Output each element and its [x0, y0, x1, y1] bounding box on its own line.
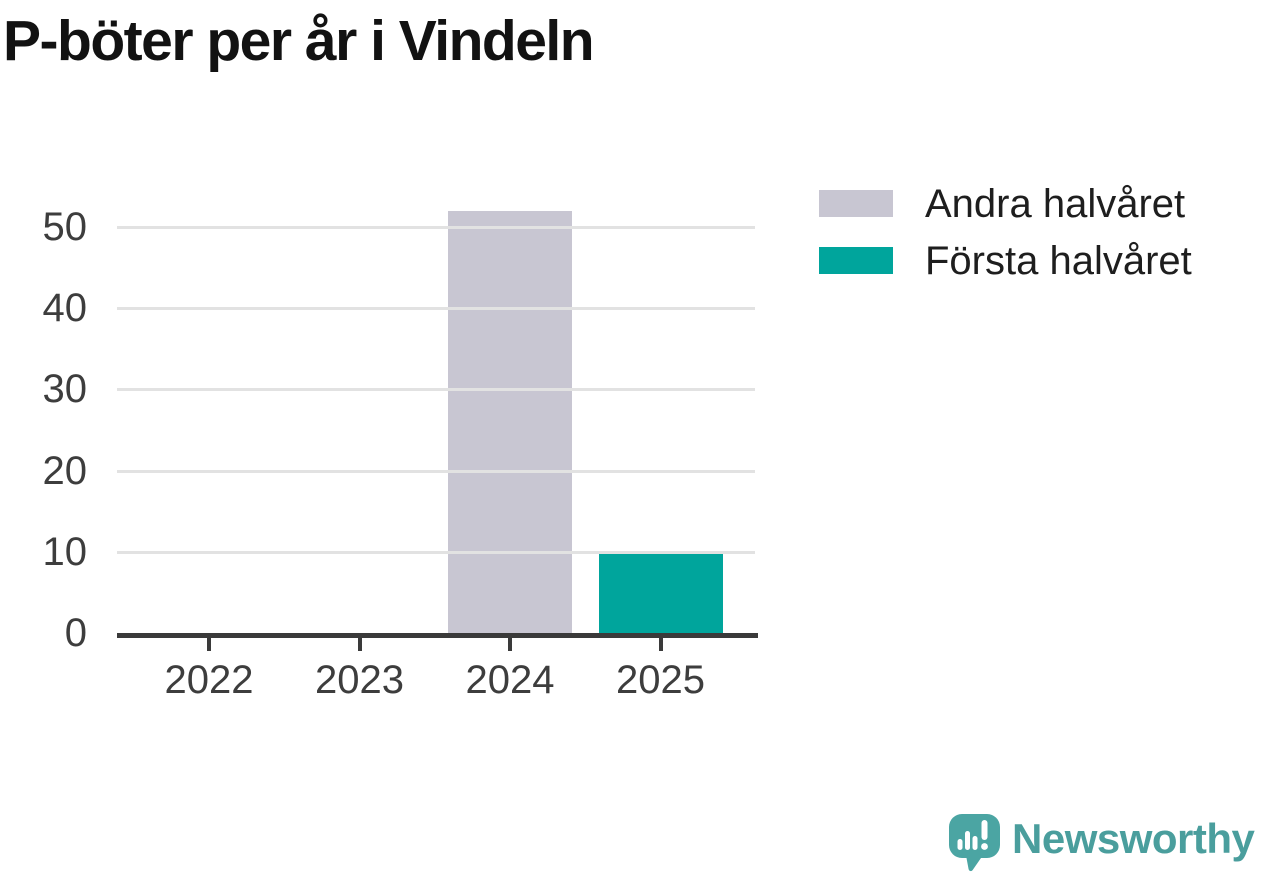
- chart-title: P-böter per år i Vindeln: [3, 9, 595, 73]
- legend: Andra halvåret Första halvåret: [819, 184, 1192, 304]
- newsworthy-logo-text: Newsworthy: [1012, 814, 1255, 862]
- gridline-30: [117, 388, 755, 392]
- legend-label-andra-halvaret: Andra halvåret: [925, 181, 1186, 226]
- newsworthy-speech-bubble-barchart-icon: [949, 814, 1000, 872]
- y-tick-label-0: 0: [64, 611, 87, 655]
- x-tick-2022: [207, 638, 211, 651]
- y-tick-label-40: 40: [42, 286, 88, 331]
- x-axis-line: [117, 633, 758, 638]
- y-tick-label-50: 50: [42, 205, 88, 249]
- gridline-50: [117, 226, 755, 229]
- newsworthy-logo: Newsworthy: [948, 813, 1255, 872]
- gridline-20: [117, 469, 755, 473]
- x-tick-2024: [508, 638, 512, 651]
- bar-2024-andra-halv-ret: [448, 210, 572, 633]
- legend-swatch-forsta-halvaret: [819, 247, 893, 274]
- legend-item-forsta-halvaret: Första halvåret: [819, 241, 1192, 281]
- y-tick-label-10: 10: [42, 529, 88, 574]
- x-tick-2025: [658, 638, 663, 651]
- legend-label-forsta-halvaret: Första halvåret: [925, 238, 1192, 283]
- y-tick-label-30: 30: [42, 367, 88, 412]
- gridline-40: [117, 307, 755, 311]
- x-tick-label-2023: 2023: [315, 658, 404, 702]
- x-tick-label-2025: 2025: [616, 658, 705, 702]
- legend-item-andra-halvaret: Andra halvåret: [819, 184, 1192, 224]
- legend-swatch-andra-halvaret: [819, 190, 893, 217]
- gridline-10: [117, 550, 755, 554]
- bar-2025-f-rsta-halv-ret: [598, 551, 723, 633]
- x-tick-label-2022: 2022: [164, 658, 254, 702]
- x-tick-2023: [357, 638, 362, 651]
- y-tick-label-20: 20: [42, 448, 88, 493]
- x-tick-label-2024: 2024: [465, 658, 555, 702]
